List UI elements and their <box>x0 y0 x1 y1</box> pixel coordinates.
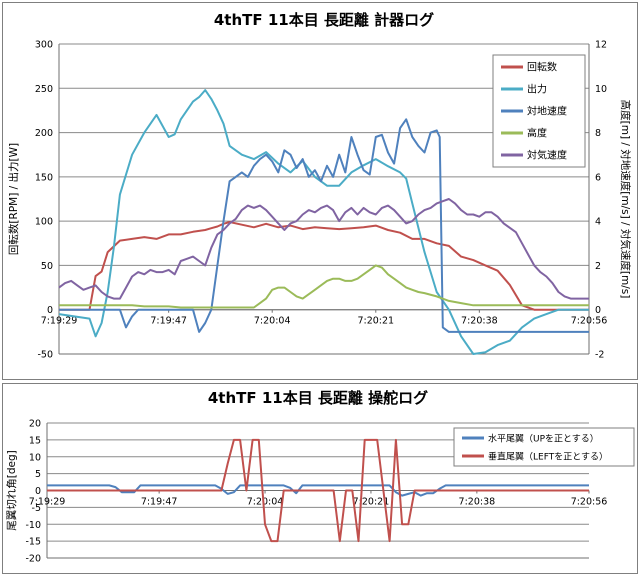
control-log-panel: 4thTF 11本目 長距離 操舵ログ -20 -15 -10 -5 0 5 10 15 20 7:… <box>2 383 638 574</box>
y-tick-label: 150 <box>35 172 53 183</box>
y-tick-label: -20 <box>25 554 41 565</box>
x-tick-label: 7:20:04 <box>247 497 284 508</box>
x-tick-label: 7:20:38 <box>459 497 496 508</box>
y-tick-label: 0 <box>47 305 53 316</box>
x-tick-label: 7:20:38 <box>461 316 498 327</box>
instrument-log-panel: 4thTF 11本目 長距離 計器ログ -50 0 50 100 150 200 250 300… <box>2 2 638 380</box>
y-tick-label: 200 <box>35 128 53 139</box>
y-axis-label: 尾翼切れ角[deg] <box>6 450 18 530</box>
y-tick-label: 250 <box>35 84 53 95</box>
control-log-chart: 4thTF 11本目 長距離 操舵ログ -20 -15 -10 -5 0 5 10 15 20 7:… <box>6 389 635 565</box>
y-tick-label: 300 <box>35 40 53 51</box>
y2-axis-label: 高度[m] / 対地速度[m/s] / 対気速度[m/s] <box>619 100 632 299</box>
legend-label-2: 出力 <box>527 83 547 96</box>
y2-tick-label: 12 <box>595 40 607 51</box>
series-line-1 <box>59 221 589 311</box>
x-tick-label: 7:20:04 <box>254 316 291 327</box>
y-axis-label: 回転数[RPM] / 出力[W] <box>7 143 20 255</box>
series-line-2 <box>58 89 589 355</box>
y-tick-label: 0 <box>35 486 41 497</box>
y2-tick-label: 6 <box>595 172 601 183</box>
x-tick-label: 7:20:56 <box>571 316 608 327</box>
y2-tick-label: 2 <box>595 261 601 272</box>
legend-label-4: 高度 <box>527 127 547 140</box>
series-line-2 <box>47 438 589 543</box>
y2-tick-label: 10 <box>595 84 607 95</box>
legend-label-5: 対気速度 <box>527 149 567 162</box>
y-tick-label: 50 <box>41 261 53 272</box>
x-tick-label: 7:19:29 <box>29 497 66 508</box>
series-line-5 <box>58 198 589 300</box>
y2-tick-label: 8 <box>595 128 601 139</box>
chart-title: 4thTF 11本目 長距離 計器ログ <box>214 11 434 29</box>
x-tick-label: 7:19:29 <box>41 316 78 327</box>
y-tick-label: -50 <box>37 350 53 361</box>
y-tick-label: 5 <box>35 469 41 480</box>
y-tick-label: -10 <box>25 520 41 531</box>
x-tick-label: 7:20:21 <box>353 497 390 508</box>
chart-title: 4thTF 11本目 長距離 操舵ログ <box>208 389 428 407</box>
y2-tick-label: 0 <box>595 305 601 316</box>
series-line-3 <box>59 118 589 333</box>
x-tick-label: 7:19:47 <box>150 316 187 327</box>
y-tick-label: 10 <box>29 452 41 463</box>
x-tick-label: 7:20:56 <box>571 497 608 508</box>
legend-label-1: 回転数 <box>527 61 557 74</box>
y-tick-label: 100 <box>35 217 53 228</box>
x-tick-label: 7:19:47 <box>141 497 178 508</box>
legend-label-1: 水平尾翼（UPを正とする） <box>488 433 599 445</box>
y2-tick-label: -2 <box>595 350 604 361</box>
y-tick-label: -15 <box>25 537 41 548</box>
y-tick-label: -5 <box>32 503 41 514</box>
legend-label-2: 垂直尾翼（LEFTを正とする） <box>488 451 608 463</box>
y-tick-label: 20 <box>29 419 41 430</box>
y2-tick-label: 4 <box>595 217 601 228</box>
x-tick-label: 7:20:21 <box>357 316 394 327</box>
legend-label-3: 対地速度 <box>527 105 567 118</box>
instrument-log-chart: 4thTF 11本目 長距離 計器ログ-50050100150200250300… <box>7 11 632 361</box>
y-tick-label: 15 <box>29 435 41 446</box>
legend-box <box>453 427 635 467</box>
series-line-4 <box>59 264 589 309</box>
